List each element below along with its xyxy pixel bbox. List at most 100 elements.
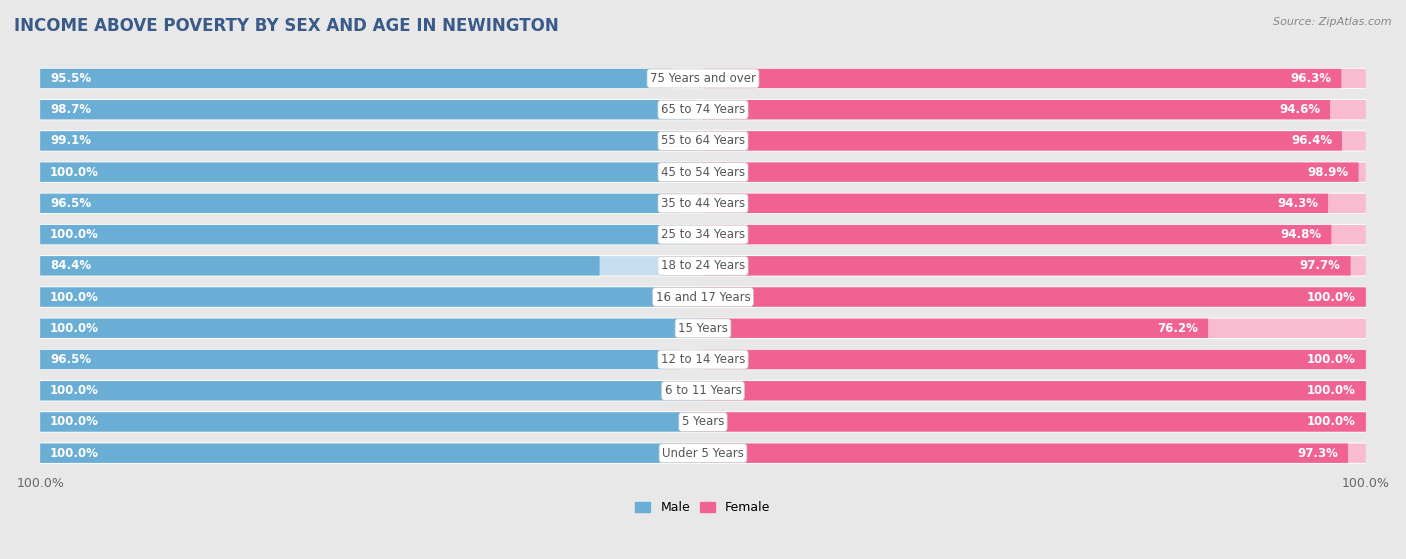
FancyBboxPatch shape	[41, 380, 1365, 401]
FancyBboxPatch shape	[41, 413, 703, 432]
Text: 75 Years and over: 75 Years and over	[650, 72, 756, 85]
Text: 95.5%: 95.5%	[51, 72, 91, 85]
FancyBboxPatch shape	[41, 163, 703, 182]
Text: 97.3%: 97.3%	[1298, 447, 1339, 459]
FancyBboxPatch shape	[703, 163, 1358, 182]
FancyBboxPatch shape	[41, 286, 1365, 307]
Text: 76.2%: 76.2%	[1157, 322, 1198, 335]
FancyBboxPatch shape	[703, 131, 1365, 150]
FancyBboxPatch shape	[41, 319, 703, 338]
FancyBboxPatch shape	[703, 100, 1365, 120]
FancyBboxPatch shape	[703, 100, 1330, 120]
Text: 18 to 24 Years: 18 to 24 Years	[661, 259, 745, 272]
FancyBboxPatch shape	[41, 443, 703, 463]
Text: 96.5%: 96.5%	[51, 353, 91, 366]
Text: 100.0%: 100.0%	[51, 322, 98, 335]
FancyBboxPatch shape	[41, 256, 703, 276]
Text: 100.0%: 100.0%	[1308, 353, 1355, 366]
FancyBboxPatch shape	[41, 350, 681, 369]
FancyBboxPatch shape	[41, 224, 1365, 245]
FancyBboxPatch shape	[703, 225, 1331, 244]
FancyBboxPatch shape	[41, 413, 703, 432]
FancyBboxPatch shape	[41, 255, 1365, 277]
FancyBboxPatch shape	[703, 413, 1365, 432]
Text: 94.6%: 94.6%	[1279, 103, 1320, 116]
Text: 65 to 74 Years: 65 to 74 Years	[661, 103, 745, 116]
Text: 100.0%: 100.0%	[51, 165, 98, 179]
FancyBboxPatch shape	[703, 381, 1365, 400]
FancyBboxPatch shape	[41, 411, 1365, 433]
Text: 96.5%: 96.5%	[51, 197, 91, 210]
FancyBboxPatch shape	[41, 318, 1365, 339]
FancyBboxPatch shape	[703, 225, 1365, 244]
Text: 94.8%: 94.8%	[1281, 228, 1322, 241]
Text: 94.3%: 94.3%	[1277, 197, 1317, 210]
FancyBboxPatch shape	[41, 100, 703, 120]
Text: 15 Years: 15 Years	[678, 322, 728, 335]
FancyBboxPatch shape	[41, 193, 681, 213]
Text: 100.0%: 100.0%	[1308, 291, 1355, 304]
FancyBboxPatch shape	[41, 225, 703, 244]
FancyBboxPatch shape	[41, 193, 1365, 214]
Text: 5 Years: 5 Years	[682, 415, 724, 428]
Text: 16 and 17 Years: 16 and 17 Years	[655, 291, 751, 304]
FancyBboxPatch shape	[703, 381, 1365, 400]
FancyBboxPatch shape	[41, 319, 703, 338]
Text: 96.3%: 96.3%	[1291, 72, 1331, 85]
FancyBboxPatch shape	[41, 349, 1365, 370]
Text: 100.0%: 100.0%	[51, 228, 98, 241]
FancyBboxPatch shape	[703, 69, 1341, 88]
Text: 84.4%: 84.4%	[51, 259, 91, 272]
Text: 100.0%: 100.0%	[1308, 384, 1355, 397]
Text: Under 5 Years: Under 5 Years	[662, 447, 744, 459]
FancyBboxPatch shape	[41, 443, 1365, 464]
Text: 98.9%: 98.9%	[1308, 165, 1348, 179]
FancyBboxPatch shape	[703, 319, 1208, 338]
FancyBboxPatch shape	[41, 381, 703, 400]
Text: INCOME ABOVE POVERTY BY SEX AND AGE IN NEWINGTON: INCOME ABOVE POVERTY BY SEX AND AGE IN N…	[14, 17, 558, 35]
FancyBboxPatch shape	[41, 443, 703, 463]
FancyBboxPatch shape	[703, 163, 1365, 182]
Text: 55 to 64 Years: 55 to 64 Years	[661, 134, 745, 148]
FancyBboxPatch shape	[41, 193, 703, 213]
Text: 99.1%: 99.1%	[51, 134, 91, 148]
FancyBboxPatch shape	[41, 256, 599, 276]
FancyBboxPatch shape	[41, 350, 703, 369]
FancyBboxPatch shape	[41, 287, 703, 307]
Text: 100.0%: 100.0%	[51, 291, 98, 304]
FancyBboxPatch shape	[703, 287, 1365, 307]
Text: 6 to 11 Years: 6 to 11 Years	[665, 384, 741, 397]
FancyBboxPatch shape	[703, 319, 1365, 338]
FancyBboxPatch shape	[703, 256, 1365, 276]
FancyBboxPatch shape	[703, 256, 1351, 276]
FancyBboxPatch shape	[703, 413, 1365, 432]
FancyBboxPatch shape	[41, 381, 703, 400]
FancyBboxPatch shape	[41, 287, 703, 307]
FancyBboxPatch shape	[41, 225, 703, 244]
FancyBboxPatch shape	[41, 69, 673, 88]
Text: 96.4%: 96.4%	[1291, 134, 1331, 148]
FancyBboxPatch shape	[41, 163, 703, 182]
FancyBboxPatch shape	[703, 287, 1365, 307]
FancyBboxPatch shape	[41, 69, 703, 88]
Text: Source: ZipAtlas.com: Source: ZipAtlas.com	[1274, 17, 1392, 27]
FancyBboxPatch shape	[703, 193, 1329, 213]
FancyBboxPatch shape	[703, 443, 1348, 463]
FancyBboxPatch shape	[41, 131, 703, 150]
Text: 12 to 14 Years: 12 to 14 Years	[661, 353, 745, 366]
Text: 98.7%: 98.7%	[51, 103, 91, 116]
FancyBboxPatch shape	[703, 69, 1365, 88]
Text: 100.0%: 100.0%	[51, 447, 98, 459]
FancyBboxPatch shape	[41, 131, 697, 150]
FancyBboxPatch shape	[703, 131, 1341, 150]
FancyBboxPatch shape	[41, 68, 1365, 89]
FancyBboxPatch shape	[41, 130, 1365, 151]
Text: 100.0%: 100.0%	[51, 384, 98, 397]
Text: 100.0%: 100.0%	[51, 415, 98, 428]
Text: 100.0%: 100.0%	[1308, 415, 1355, 428]
FancyBboxPatch shape	[41, 99, 1365, 120]
FancyBboxPatch shape	[41, 162, 1365, 183]
Text: 35 to 44 Years: 35 to 44 Years	[661, 197, 745, 210]
FancyBboxPatch shape	[703, 350, 1365, 369]
Text: 45 to 54 Years: 45 to 54 Years	[661, 165, 745, 179]
